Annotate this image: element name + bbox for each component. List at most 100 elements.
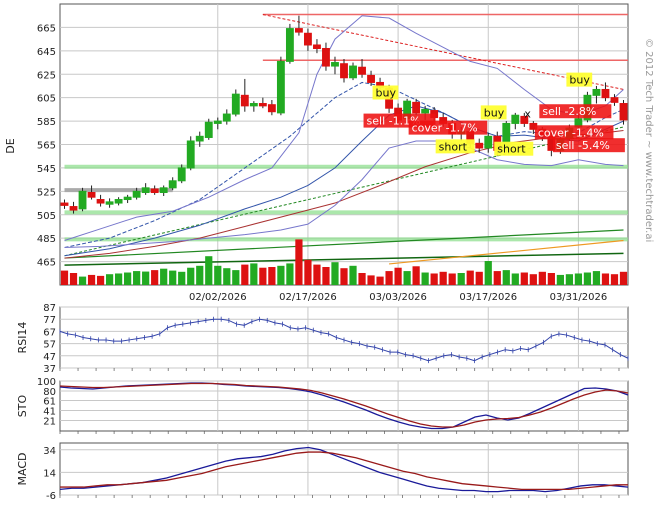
date-tick-label: 02/02/2026 — [189, 292, 247, 303]
rsi-ytick-label: 87 — [43, 303, 56, 314]
signal-label-bg — [408, 120, 488, 135]
volume-bar — [60, 270, 69, 285]
signal-label: short — [497, 143, 526, 156]
candle-body — [267, 104, 276, 113]
signal-label: x — [524, 108, 531, 121]
signal-label-bg — [435, 139, 475, 154]
rsi-ytick-label: 37 — [43, 364, 56, 375]
volume-bar — [466, 270, 474, 285]
price-ytick-label: 605 — [37, 94, 56, 105]
candle-body — [358, 66, 366, 75]
rsi-ytick-label: 47 — [43, 352, 56, 363]
price-ytick-label: 545 — [37, 164, 56, 175]
date-tick-label: 03/31/2026 — [550, 292, 608, 303]
candle-body — [331, 62, 339, 67]
candle-body — [168, 180, 177, 189]
macd-series-line — [60, 451, 628, 490]
support-orange-line — [389, 239, 624, 265]
sto-ytick-label: 61 — [43, 397, 56, 408]
candle-body — [601, 88, 610, 99]
volume-bar — [394, 267, 402, 285]
volume-bar — [178, 271, 186, 285]
price-ytick-label: 625 — [37, 70, 56, 81]
volume-bar — [484, 261, 492, 285]
volume-bar — [214, 265, 222, 285]
candle-body — [132, 190, 141, 198]
candle-body — [285, 28, 294, 62]
trend-red-dashed — [262, 14, 624, 90]
volume-bar — [69, 273, 78, 285]
signal-label: short — [439, 140, 468, 153]
volume-bar — [313, 264, 321, 285]
signal-label: buy — [484, 106, 505, 119]
volume-bar — [439, 271, 447, 285]
rsi-axis-label: RSI14 — [16, 322, 29, 354]
signal-label-bg — [494, 141, 534, 156]
volume-bar — [385, 271, 393, 285]
sto-ytick-label: 100 — [37, 377, 56, 388]
volume-bar — [105, 274, 114, 285]
sto-series-line — [59, 382, 629, 428]
volume-bar — [78, 276, 87, 285]
price-panel: 465 485 505 525 545 565 585 605 625 645 665 02/02/2… — [4, 3, 629, 303]
candle-body — [123, 196, 132, 201]
price-ytick-label: 525 — [37, 187, 56, 198]
volume-bar — [457, 273, 465, 285]
signal-label-bg — [534, 125, 614, 140]
volume-bar — [205, 256, 213, 285]
price-ytick-label: 665 — [37, 23, 56, 34]
bollinger-upper — [64, 15, 624, 241]
volume-bar — [160, 268, 168, 285]
volume-bar — [448, 273, 456, 285]
volume-bar — [124, 272, 132, 285]
sto-ytick-label: 41 — [43, 407, 56, 418]
volume-bar — [114, 273, 123, 285]
volume-bar — [259, 267, 267, 285]
rsi-ytick-label: 77 — [43, 315, 56, 326]
sto-ytick-label: 21 — [43, 417, 56, 428]
volume-bar — [187, 267, 195, 285]
volume-bar — [601, 273, 610, 285]
price-ytick-label: 485 — [37, 234, 56, 245]
volume-bar — [493, 271, 501, 285]
volume-bar — [142, 271, 150, 285]
candle-body — [258, 103, 267, 107]
volume-bar — [151, 270, 159, 285]
volume-bar — [574, 273, 583, 285]
candle-body — [520, 115, 529, 124]
volume-bar — [223, 268, 231, 285]
volume-bar — [556, 274, 564, 285]
candle-body — [619, 103, 628, 121]
signal-label-bg — [566, 72, 593, 87]
trend-green-dashed — [64, 126, 624, 257]
support-dark-green-line — [64, 252, 624, 266]
candle-body — [412, 101, 421, 114]
candle-body — [610, 97, 619, 103]
candle-body — [69, 206, 78, 211]
signal-label: buy — [376, 86, 397, 99]
price-ytick-label: 645 — [37, 47, 56, 58]
macd-plot-area — [59, 442, 629, 496]
date-tick-label: 03/17/2026 — [459, 292, 517, 303]
sto-plot-area — [59, 380, 629, 432]
candle-body — [177, 167, 186, 182]
candle-body — [349, 65, 357, 79]
macd-ytick-label: 14 — [43, 468, 56, 479]
candle-body — [222, 113, 231, 122]
volume-bar — [340, 268, 348, 285]
signal-label-bg — [552, 138, 625, 153]
rsi-ytick-label: 57 — [43, 340, 56, 351]
signal-label: cover -1.7% — [412, 122, 478, 135]
volume-bar — [511, 273, 519, 285]
volume-bar — [286, 263, 294, 285]
volume-bar — [241, 264, 249, 285]
macd-axis-label: MACD — [16, 453, 29, 486]
signal-label: cover -1.4% — [538, 126, 604, 139]
volume-bar — [277, 265, 285, 285]
volume-bar — [502, 270, 510, 285]
candle-body — [204, 121, 213, 138]
candle-body — [249, 103, 258, 107]
